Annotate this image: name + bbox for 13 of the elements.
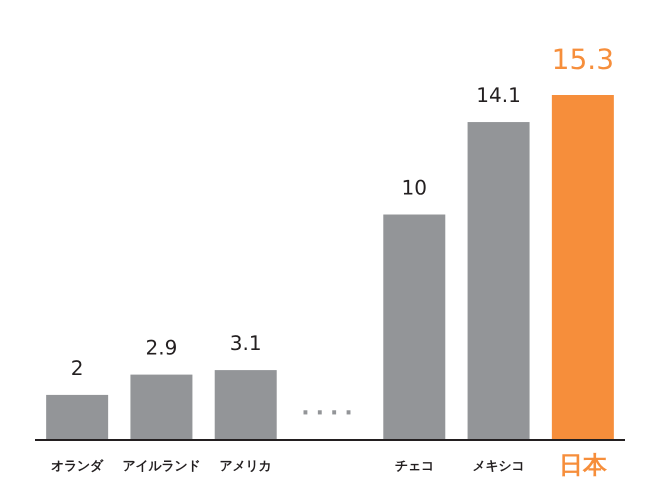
data-label: 14.1 xyxy=(476,83,521,108)
x-tick-label: メキシコ xyxy=(472,459,525,474)
annotation: ···· xyxy=(301,401,359,426)
data-label: 10 xyxy=(402,176,428,200)
data-label: 15.3 xyxy=(552,43,614,76)
data-label: 2 xyxy=(70,356,84,380)
data-label: 3.1 xyxy=(230,331,262,356)
data-label: 2.9 xyxy=(146,336,178,360)
x-tick-label: アメリカ xyxy=(220,459,272,474)
x-tick-label: 日本 xyxy=(558,451,608,479)
x-tick-label: アイルランド xyxy=(122,459,200,474)
x-tick-label: チェコ xyxy=(394,459,434,474)
x-tick-label: オランダ xyxy=(51,459,104,474)
